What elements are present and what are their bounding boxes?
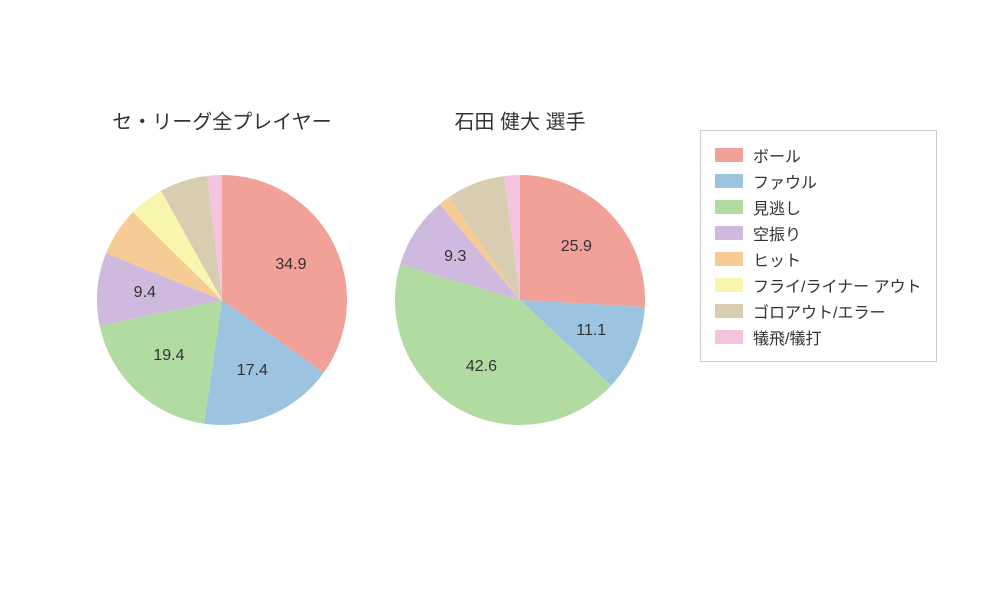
legend-label-miss: 見逃し [753, 195, 801, 219]
legend: ボールファウル見逃し空振りヒットフライ/ライナー アウトゴロアウト/エラー犠飛/… [700, 130, 937, 362]
legend-swatch-ball [715, 148, 743, 162]
legend-label-sac: 犠飛/犠打 [753, 325, 821, 349]
legend-swatch-flyout [715, 278, 743, 292]
legend-item-sac: 犠飛/犠打 [715, 325, 922, 349]
legend-swatch-swing [715, 226, 743, 240]
legend-item-miss: 見逃し [715, 195, 922, 219]
legend-label-ball: ボール [753, 143, 801, 167]
legend-item-swing: 空振り [715, 221, 922, 245]
legend-swatch-miss [715, 200, 743, 214]
legend-label-foul: ファウル [753, 169, 817, 193]
slice-label-miss: 19.4 [153, 347, 184, 365]
legend-swatch-hit [715, 252, 743, 266]
slice-label-ball: 25.9 [561, 238, 592, 256]
legend-item-foul: ファウル [715, 169, 922, 193]
legend-item-hit: ヒット [715, 247, 922, 271]
legend-label-hit: ヒット [753, 247, 801, 271]
legend-swatch-groundout [715, 304, 743, 318]
legend-label-flyout: フライ/ライナー アウト [753, 273, 922, 297]
slice-label-swing: 9.4 [134, 284, 156, 302]
legend-item-groundout: ゴロアウト/エラー [715, 299, 922, 323]
legend-swatch-sac [715, 330, 743, 344]
legend-swatch-foul [715, 174, 743, 188]
legend-item-flyout: フライ/ライナー アウト [715, 273, 922, 297]
slice-label-foul: 17.4 [237, 362, 268, 380]
legend-label-swing: 空振り [753, 221, 801, 245]
slice-label-ball: 34.9 [275, 256, 306, 274]
legend-item-ball: ボール [715, 143, 922, 167]
slice-label-foul: 11.1 [576, 322, 606, 340]
legend-label-groundout: ゴロアウト/エラー [753, 299, 885, 323]
slice-label-swing: 9.3 [444, 248, 466, 266]
slice-label-miss: 42.6 [466, 358, 497, 376]
chart-container: { "background_color": "#ffffff", "text_c… [0, 0, 1000, 600]
